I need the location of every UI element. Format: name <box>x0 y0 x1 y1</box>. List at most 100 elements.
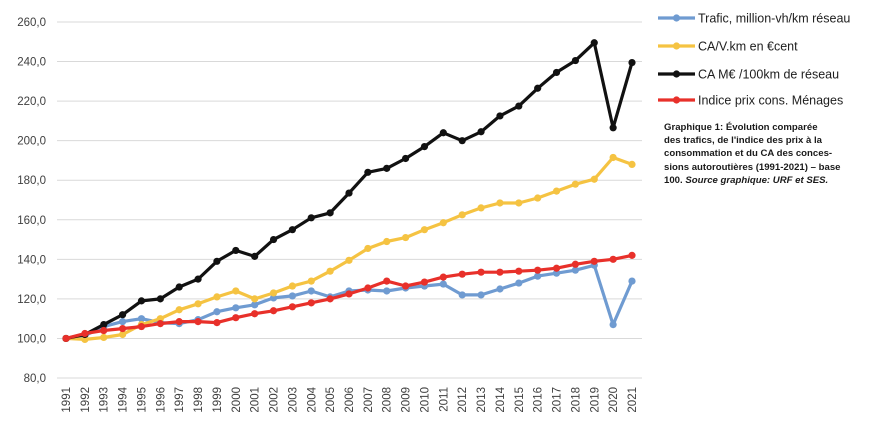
data-point <box>534 272 542 280</box>
data-point <box>307 214 315 222</box>
data-point <box>420 278 429 286</box>
data-point <box>571 56 580 65</box>
data-point <box>194 300 202 308</box>
data-point <box>119 324 127 333</box>
data-point <box>194 275 202 283</box>
data-point <box>458 137 466 145</box>
x-axis-tick-labels: 1991 1992 1993 1994 1995 1996 1997 1998 1999 2000… <box>61 386 639 412</box>
data-point <box>383 277 391 285</box>
data-point <box>364 244 372 253</box>
x-tick-label: 1996 <box>155 387 167 413</box>
data-point <box>420 143 429 151</box>
x-tick-label: 2013 <box>476 387 488 413</box>
legend-label: CA/V.km en €cent <box>698 40 798 54</box>
data-point <box>590 39 598 47</box>
data-point <box>496 199 504 207</box>
legend-swatch-marker <box>672 70 681 78</box>
x-tick-label: 2002 <box>269 387 281 413</box>
data-point <box>477 204 485 212</box>
data-point <box>100 321 108 329</box>
x-tick-label: 2015 <box>514 387 526 413</box>
x-tick-label: 1992 <box>80 387 92 413</box>
data-point <box>232 304 240 312</box>
x-tick-label: 2020 <box>608 387 620 413</box>
legend-label: CA M€ /100km de réseau <box>698 68 839 82</box>
data-point <box>137 297 146 305</box>
data-point <box>515 279 523 287</box>
x-tick-label: 2011 <box>438 387 450 412</box>
data-point <box>477 291 485 299</box>
y-tick-label: 200,0 <box>17 136 46 148</box>
x-tick-label: 2012 <box>457 387 469 413</box>
data-point <box>402 233 410 242</box>
x-tick-label: 2010 <box>419 387 431 413</box>
data-point <box>552 68 561 77</box>
data-point <box>251 252 259 260</box>
data-point <box>156 315 164 323</box>
legend-label: Indice prix cons. Ménages <box>698 94 843 108</box>
data-point <box>364 168 372 176</box>
data-point <box>458 211 466 219</box>
data-point <box>100 326 108 335</box>
data-point <box>383 237 391 246</box>
x-tick-label: 2014 <box>495 386 507 412</box>
x-tick-label: 2000 <box>231 387 243 413</box>
y-axis-tick-labels: 80,0 100,0 120,0 140,0 160,0 180,0 200,0 220,0 2… <box>17 17 46 385</box>
data-point <box>307 299 315 307</box>
data-point <box>119 330 127 339</box>
data-point <box>534 194 542 202</box>
data-point <box>251 301 259 309</box>
y-tick-label: 160,0 <box>17 215 46 227</box>
x-tick-label: 2017 <box>552 387 564 413</box>
data-point <box>515 199 523 207</box>
x-tick-label: 2009 <box>401 387 413 413</box>
data-point <box>269 235 278 244</box>
data-point <box>534 84 542 92</box>
x-tick-label: 1995 <box>136 387 148 413</box>
data-point <box>232 314 240 322</box>
data-point <box>383 164 391 172</box>
x-tick-label: 1997 <box>174 387 186 413</box>
data-point <box>534 266 542 274</box>
x-tick-label: 2021 <box>627 387 639 413</box>
data-point <box>345 256 353 264</box>
data-point <box>420 226 429 234</box>
x-tick-label: 1993 <box>99 387 111 413</box>
data-point <box>552 187 561 195</box>
series-line-ca-v-km-en-cent <box>65 155 633 341</box>
data-point <box>307 277 315 285</box>
data-point <box>288 226 296 234</box>
data-point <box>402 282 410 290</box>
data-point <box>119 311 127 319</box>
data-point <box>402 154 410 163</box>
data-point <box>288 303 296 311</box>
data-point <box>364 284 372 292</box>
data-point <box>81 335 89 344</box>
data-point <box>251 295 259 303</box>
data-point <box>515 267 523 275</box>
x-tick-label: 1994 <box>118 386 130 412</box>
data-point <box>590 257 598 265</box>
data-point <box>100 333 108 342</box>
data-point <box>326 209 334 217</box>
data-point <box>213 319 221 327</box>
data-point <box>439 219 447 227</box>
data-point <box>81 329 89 338</box>
data-point <box>496 112 504 120</box>
caption-line: Graphique 1: Évolution comparée <box>664 122 818 133</box>
caption-line: 100. <box>664 174 683 186</box>
data-point <box>552 264 561 272</box>
data-point <box>119 318 127 326</box>
y-tick-label: 240,0 <box>17 57 46 69</box>
data-point <box>326 267 334 275</box>
data-point <box>307 287 315 295</box>
caption-line: des trafics, de l'indice des prix à la <box>664 135 822 147</box>
x-tick-label: 2005 <box>325 387 337 413</box>
legend-label: Trafic, million-vh/km réseau <box>698 12 850 26</box>
data-point <box>571 180 580 188</box>
data-point <box>288 282 296 290</box>
data-point <box>628 58 636 67</box>
data-point <box>232 287 240 295</box>
data-point <box>477 128 485 136</box>
